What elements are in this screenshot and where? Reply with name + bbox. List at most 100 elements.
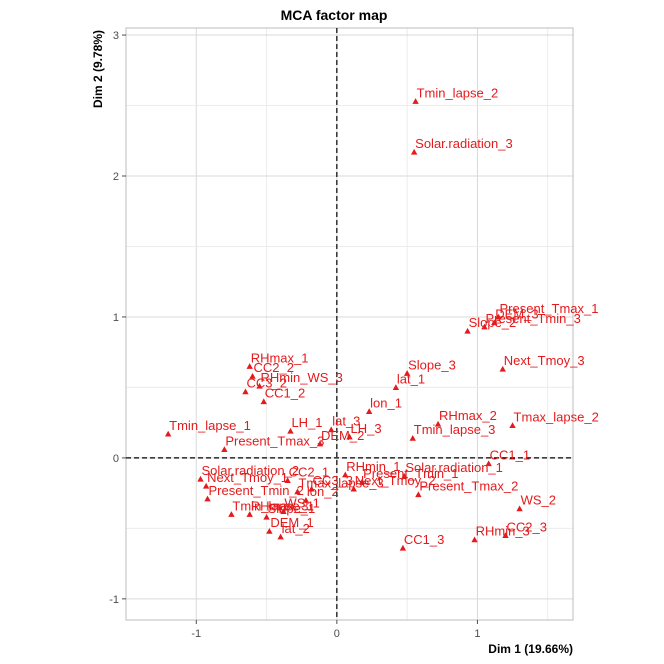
point-marker xyxy=(280,508,287,515)
point-marker xyxy=(242,388,249,395)
point-marker xyxy=(204,495,211,502)
point-label: Present_Tmax_2 xyxy=(419,479,518,494)
point-label: Tmin_lapse_2 xyxy=(417,85,499,100)
point-label: Present_Tmin_3 xyxy=(485,311,580,326)
point-label: lon_2 xyxy=(307,484,339,499)
plot-border xyxy=(125,27,574,621)
point-marker xyxy=(471,536,478,543)
point-label: Present_Tmin_1 xyxy=(363,466,458,481)
point-marker xyxy=(284,477,291,484)
point-marker xyxy=(316,440,324,447)
point-label: WS_2 xyxy=(521,493,556,508)
point-label: CC1_1 xyxy=(490,448,530,463)
point-marker xyxy=(403,370,411,376)
point-label: DEM_2 xyxy=(321,428,364,443)
point-marker xyxy=(221,446,228,453)
point-label: lat_2 xyxy=(282,521,310,536)
y-tick-label: 1 xyxy=(113,312,119,324)
point-marker xyxy=(358,478,366,485)
point-label: Solar.radiation_1 xyxy=(405,460,503,475)
point-label: CC1_3 xyxy=(404,532,444,547)
point-label: CC1_2 xyxy=(265,386,305,401)
point-marker xyxy=(350,485,357,492)
point-marker xyxy=(249,372,256,379)
point-label: DEM_1 xyxy=(270,515,313,530)
y-tick-label: 3 xyxy=(113,30,119,42)
point-marker xyxy=(392,384,400,390)
point-marker xyxy=(365,408,373,414)
x-axis-title: Dim 1 (19.66%) xyxy=(488,642,573,656)
point-label: Solar.radiation_2 xyxy=(202,463,300,478)
point-label: Tmin_lapse_1 xyxy=(169,418,251,433)
point-marker xyxy=(346,433,353,440)
point-label: LH_1 xyxy=(291,415,322,430)
point-label: Next_Tmoy_3 xyxy=(504,353,585,368)
point-label: Present_Tmin_2 xyxy=(209,483,304,498)
point-label: Tmin_lapse_3 xyxy=(414,422,496,437)
point-marker xyxy=(302,496,310,503)
point-label: RHmax_3 xyxy=(251,498,309,513)
point-label: DEM_3 xyxy=(495,307,538,322)
point-marker xyxy=(277,533,284,540)
point-label: Slope_2 xyxy=(469,315,517,330)
point-label: RHmin_3 xyxy=(476,524,530,539)
point-marker xyxy=(410,148,418,155)
point-marker xyxy=(415,491,422,498)
point-label: Present_Tmax_3 xyxy=(225,433,324,448)
y-tick-label: -1 xyxy=(109,594,119,606)
point-label: Slope_3 xyxy=(408,357,456,372)
point-marker xyxy=(409,434,416,441)
point-label: CC3_3 xyxy=(313,473,353,488)
point-label: RHmin_1 xyxy=(346,459,400,474)
point-marker xyxy=(256,382,263,389)
point-marker xyxy=(399,544,407,551)
point-marker xyxy=(342,471,349,478)
point-marker xyxy=(516,505,523,512)
point-marker xyxy=(464,327,471,334)
point-marker xyxy=(502,532,509,538)
y-axis-title: Dim 2 (9.78%) xyxy=(91,30,105,108)
point-marker xyxy=(495,313,502,320)
point-label: CC3_2 xyxy=(246,376,286,391)
point-marker xyxy=(246,363,253,369)
point-marker xyxy=(401,473,408,479)
point-label: WS_1 xyxy=(284,495,319,510)
point-marker xyxy=(263,513,270,520)
chart-title: MCA factor map xyxy=(281,7,388,23)
point-marker xyxy=(197,475,204,482)
x-tick-label: 1 xyxy=(474,628,480,640)
reference-lines xyxy=(126,28,573,620)
point-label: Next_Tmoy_1 xyxy=(207,470,288,485)
point-marker xyxy=(412,98,419,104)
x-tick-label: 0 xyxy=(334,628,340,640)
x-tick-label: -1 xyxy=(191,628,201,640)
point-marker xyxy=(491,319,498,326)
point-label: Present_Tmax_1 xyxy=(500,301,599,316)
point-label: CC2_3 xyxy=(507,519,547,534)
tick-labels: -1 0 1 -1 0 1 2 3 xyxy=(109,30,480,640)
point-label: Next_Tmoy_2 xyxy=(355,473,436,488)
point-label: RHmax_2 xyxy=(439,408,497,423)
point-label: Tmax_lapse_2 xyxy=(514,409,599,424)
point-label: lat_3 xyxy=(332,414,360,429)
point-label: lat_1 xyxy=(397,371,425,386)
points xyxy=(164,98,523,551)
point-marker xyxy=(164,430,172,437)
point-label: Tmin_lapse_1 xyxy=(232,498,314,513)
point-label: CC2_2 xyxy=(254,360,294,375)
point-marker xyxy=(328,426,335,433)
point-label: Tmax_lapse_3 xyxy=(298,476,383,491)
point-marker xyxy=(287,427,294,434)
point-label: lon_1 xyxy=(370,395,402,410)
point-marker xyxy=(294,488,301,495)
point-label: RHmin_WS_3 xyxy=(261,370,343,385)
point-marker xyxy=(202,482,210,489)
point-marker xyxy=(266,528,273,534)
point-labels: Tmin_lapse_2 Solar.radiation_3 Present_Tma… xyxy=(169,85,599,547)
point-label: Solar.radiation_3 xyxy=(415,136,513,151)
point-marker xyxy=(246,511,253,517)
point-marker xyxy=(260,398,267,405)
point-label: CC2_1 xyxy=(289,464,329,479)
